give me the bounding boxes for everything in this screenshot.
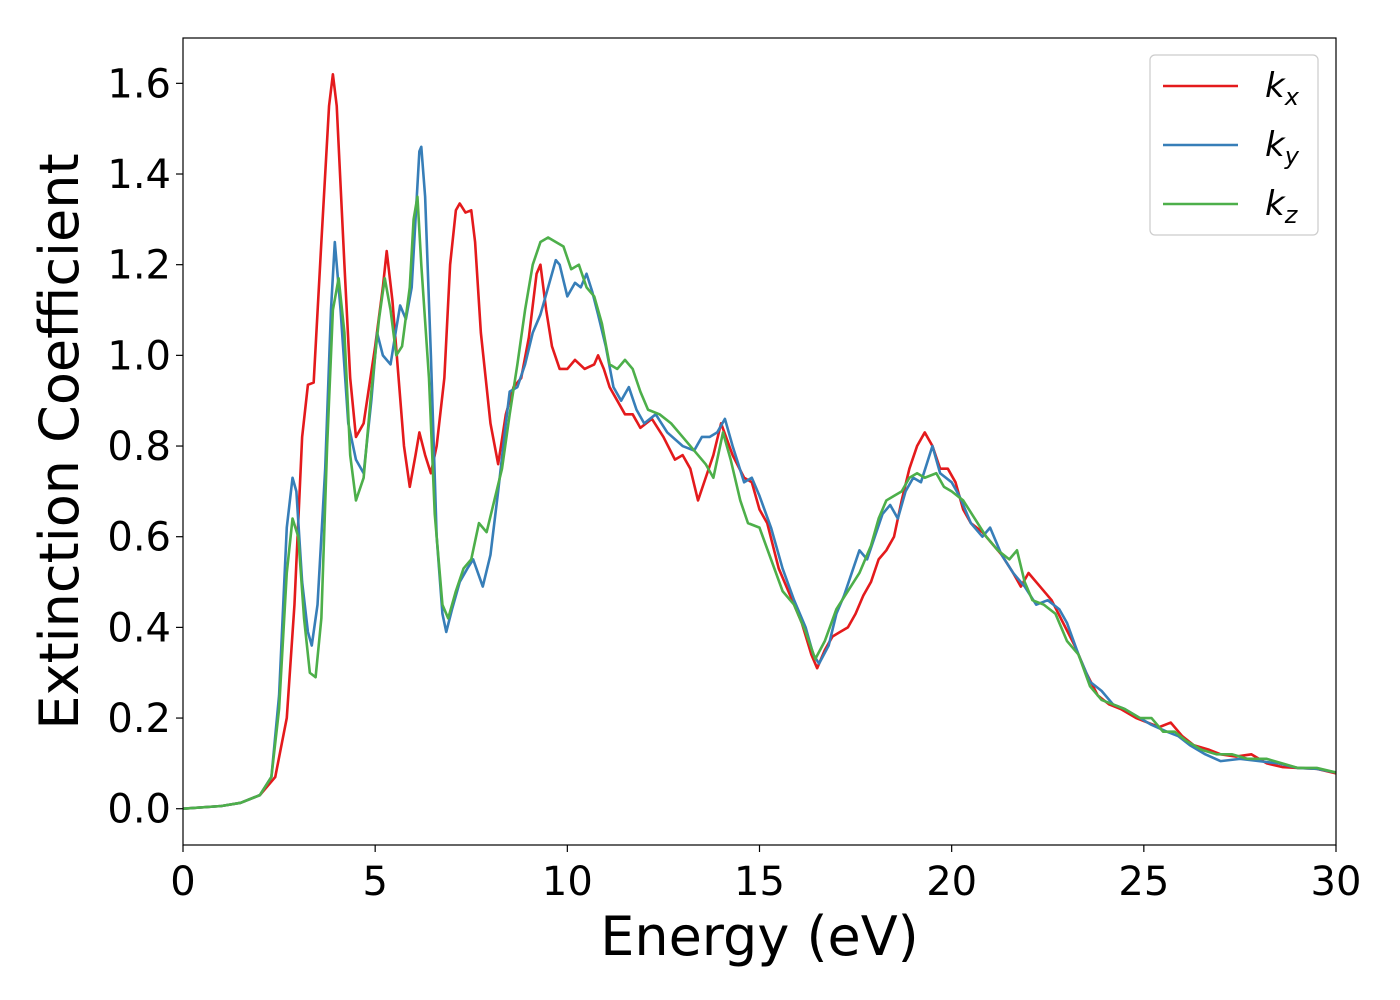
y-tick-label: 1.0 (107, 333, 171, 379)
y-tick-label: 0.0 (107, 787, 171, 833)
x-tick-label: 25 (1118, 859, 1169, 905)
legend-label-kx: kx (1265, 66, 1300, 111)
legend-label-ky: ky (1265, 125, 1300, 170)
y-tick-label: 1.2 (107, 243, 171, 289)
y-tick-label: 0.6 (107, 515, 171, 561)
x-tick-label: 5 (362, 859, 387, 905)
y-tick-label: 1.6 (107, 61, 171, 107)
series-line-kx (183, 72, 1336, 811)
series-line-kz (183, 195, 1336, 811)
legend-label-kz: kz (1265, 184, 1299, 229)
x-axis: 0 5 10 15 20 25 30 (170, 845, 1361, 905)
series-layer (183, 72, 1336, 811)
x-tick-label: 30 (1311, 859, 1362, 905)
x-axis-label: Energy (eV) (600, 905, 919, 968)
x-tick-label: 10 (542, 859, 593, 905)
y-tick-label: 0.8 (107, 424, 171, 470)
x-tick-label: 15 (734, 859, 785, 905)
y-axis-label: Extinction Coefficient (28, 153, 91, 729)
x-tick-label: 0 (170, 859, 195, 905)
y-axis: 0.0 0.2 0.4 0.6 0.8 1.0 1.2 1.4 1.6 (107, 61, 183, 833)
x-tick-label: 20 (926, 859, 977, 905)
legend: kx ky kz (1149, 54, 1319, 236)
y-tick-label: 1.4 (107, 152, 171, 198)
y-tick-label: 0.4 (107, 605, 171, 651)
y-tick-label: 0.2 (107, 696, 171, 742)
